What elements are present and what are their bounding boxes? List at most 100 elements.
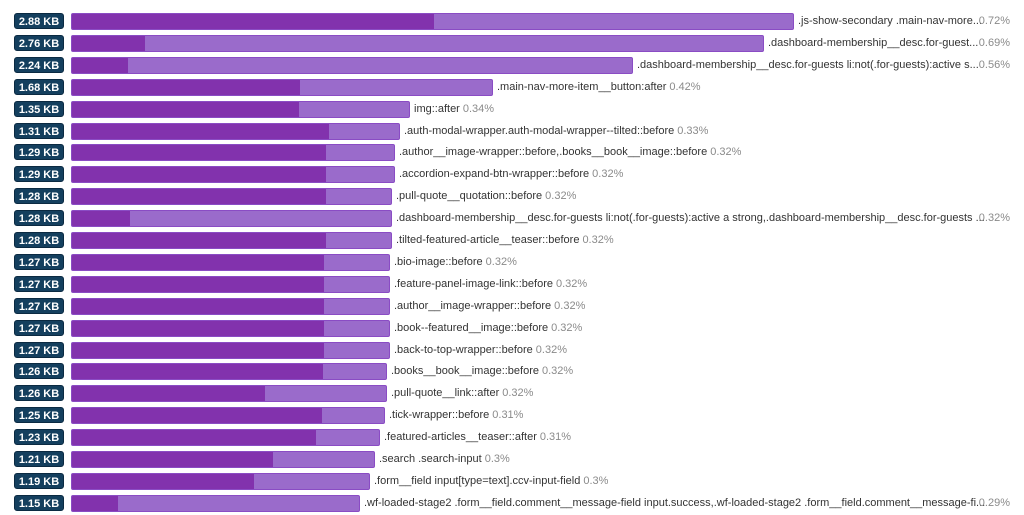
- size-badge: 1.28 KB: [14, 188, 64, 205]
- percent-label: 0.3%: [484, 453, 510, 465]
- percent-label: 0.32%: [555, 277, 588, 290]
- bar-primary-segment: [72, 101, 299, 117]
- bar[interactable]: [71, 297, 390, 315]
- size-badge: 1.29 KB: [14, 144, 64, 161]
- bar[interactable]: [71, 275, 390, 293]
- bar-primary-segment: [72, 386, 265, 402]
- selector-label: .tick-wrapper::before 0.31%: [389, 408, 523, 423]
- chart-row: 1.26 KB .books__book__image::before 0.32%: [0, 361, 1024, 383]
- size-badge: 1.26 KB: [14, 385, 64, 402]
- selector-label: .auth-modal-wrapper.auth-modal-wrapper--…: [404, 124, 708, 139]
- selector-text: .dashboard-membership__desc.for-guests l…: [637, 58, 979, 71]
- bar[interactable]: [71, 385, 387, 403]
- selector-label: .tilted-featured-article__teaser::before…: [396, 233, 614, 248]
- bar[interactable]: [71, 341, 390, 359]
- size-badge: 1.27 KB: [14, 341, 64, 358]
- percent-label: 0.32%: [710, 146, 742, 159]
- bar[interactable]: [71, 166, 395, 184]
- selector-label: .featured-articles__teaser::after 0.31%: [384, 430, 571, 445]
- bar[interactable]: [71, 144, 395, 162]
- bar-primary-segment: [72, 79, 300, 95]
- selector-text: .feature-panel-image-link::before: [394, 277, 553, 290]
- chart-row: 1.15 KB .wf-loaded-stage2 .form__field.co…: [0, 493, 1024, 515]
- bar[interactable]: [71, 122, 400, 140]
- chart-row: 1.19 KB .form__field input[type=text].ccv…: [0, 471, 1024, 493]
- bar[interactable]: [71, 100, 410, 118]
- bar-primary-segment: [72, 298, 324, 314]
- selector-text: .dashboard-membership__desc.for-guest...: [768, 36, 979, 49]
- bar[interactable]: [71, 407, 385, 425]
- bar-primary-segment: [72, 233, 326, 248]
- size-badge: 1.28 KB: [14, 210, 64, 227]
- bar[interactable]: [71, 319, 390, 337]
- percent-label: 0.56%: [978, 58, 1010, 71]
- bar-primary-segment: [72, 342, 324, 358]
- percent-label: 0.33%: [677, 124, 709, 137]
- selector-label: .bio-image::before 0.32%: [394, 255, 517, 270]
- chart-row: 1.31 KB .auth-modal-wrapper.auth-modal-wr…: [0, 121, 1024, 143]
- chart-row: 2.88 KB .js-show-secondary .main-nav-more…: [0, 11, 1024, 33]
- selector-text: .tick-wrapper::before: [389, 409, 490, 422]
- percent-label: 0.32%: [582, 234, 614, 246]
- selector-text: .form__field input[type=text].ccv-input-…: [374, 474, 581, 487]
- selector-label: .dashboard-membership__desc.for-guests l…: [396, 211, 985, 226]
- size-badge: 1.28 KB: [14, 232, 64, 248]
- selector-label: .dashboard-membership__desc.for-guests l…: [637, 58, 979, 73]
- size-badge: 1.26 KB: [14, 363, 64, 380]
- percent-label: 0.31%: [492, 409, 524, 422]
- chart-row: 1.26 KB .pull-quote__link::after 0.32%: [0, 383, 1024, 405]
- selector-label: .pull-quote__quotation::before 0.32%: [396, 189, 576, 204]
- percent-label: 0.32%: [551, 321, 583, 334]
- bar[interactable]: [71, 451, 375, 468]
- selector-text: img::after: [414, 102, 460, 115]
- chart-row: 1.29 KB .accordion-expand-btn-wrapper::be…: [0, 164, 1024, 186]
- selector-text: .author__image-wrapper::before: [394, 299, 552, 312]
- chart-row: 1.25 KB .tick-wrapper::before 0.31%: [0, 405, 1024, 427]
- selector-label: .author__image-wrapper::before 0.32%: [394, 299, 585, 314]
- chart-row: 2.24 KB .dashboard-membership__desc.for-g…: [0, 55, 1024, 77]
- bar[interactable]: [71, 363, 387, 381]
- bar[interactable]: [71, 34, 764, 52]
- selector-text: .wf-loaded-stage2 .form__field.comment__…: [364, 496, 986, 509]
- bar-primary-segment: [72, 35, 145, 51]
- bar[interactable]: [71, 429, 380, 447]
- selector-text: .tilted-featured-article__teaser::before: [396, 234, 580, 246]
- selector-label: .form__field input[type=text].ccv-input-…: [374, 474, 608, 489]
- bar[interactable]: [71, 494, 360, 512]
- chart-row: 1.35 KB img::after 0.34%: [0, 99, 1024, 121]
- selector-label: .main-nav-more-item__button:after 0.42%: [497, 80, 701, 95]
- selector-text: .back-to-top-wrapper::before: [394, 343, 533, 356]
- selector-label: .feature-panel-image-link::before 0.32%: [394, 277, 587, 292]
- selector-text: .js-show-secondary .main-nav-more...: [798, 15, 983, 27]
- percent-label: 0.32%: [485, 255, 517, 268]
- percent-label: 0.29%: [978, 496, 1010, 509]
- bar[interactable]: [71, 253, 390, 271]
- bar[interactable]: [71, 210, 392, 228]
- percent-label: 0.32%: [535, 343, 567, 356]
- bar-primary-segment: [72, 211, 130, 227]
- percent-label: 0.32%: [545, 190, 577, 203]
- bar[interactable]: [71, 232, 392, 249]
- chart-row: 2.76 KB .dashboard-membership__desc.for-g…: [0, 33, 1024, 55]
- size-badge: 1.19 KB: [14, 472, 64, 489]
- bar[interactable]: [71, 56, 633, 74]
- percent-label: 0.32%: [542, 365, 574, 378]
- percent-label: 0.31%: [539, 431, 572, 444]
- selector-label: .pull-quote__link::after 0.32%: [391, 386, 533, 401]
- chart-row: 1.28 KB .dashboard-membership__desc.for-g…: [0, 208, 1024, 230]
- bar[interactable]: [71, 472, 370, 490]
- selector-text: .auth-modal-wrapper.auth-modal-wrapper--…: [404, 124, 675, 137]
- bar[interactable]: [71, 78, 493, 96]
- bar-primary-segment: [72, 167, 326, 183]
- bar-primary-segment: [72, 123, 329, 139]
- bar[interactable]: [71, 13, 794, 30]
- chart-row: 1.28 KB .tilted-featured-article__teaser:…: [0, 230, 1024, 252]
- bar[interactable]: [71, 188, 392, 206]
- size-badge: 1.27 KB: [14, 275, 64, 292]
- bar-primary-segment: [72, 189, 326, 205]
- selector-label: .book--featured__image::before 0.32%: [394, 321, 582, 336]
- bar-primary-segment: [72, 320, 324, 336]
- percent-label: 0.72%: [978, 15, 1010, 27]
- selector-text: .search .search-input: [379, 453, 482, 465]
- size-badge: 1.29 KB: [14, 166, 64, 183]
